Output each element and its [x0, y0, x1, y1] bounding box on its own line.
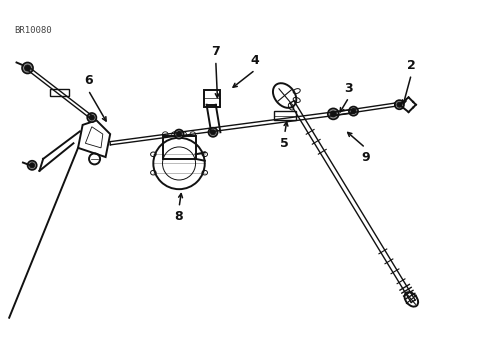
- Circle shape: [351, 109, 356, 114]
- Circle shape: [24, 65, 30, 71]
- Circle shape: [397, 102, 402, 107]
- Circle shape: [176, 131, 182, 136]
- Text: 7: 7: [211, 45, 220, 58]
- Circle shape: [328, 108, 339, 120]
- Circle shape: [349, 107, 358, 116]
- Text: 9: 9: [361, 150, 370, 163]
- Text: 2: 2: [407, 59, 416, 72]
- Circle shape: [330, 111, 336, 117]
- Circle shape: [27, 161, 37, 170]
- Circle shape: [22, 63, 33, 73]
- Circle shape: [211, 130, 216, 135]
- Text: 6: 6: [84, 75, 93, 87]
- Circle shape: [29, 163, 35, 168]
- Circle shape: [174, 130, 184, 139]
- Text: 4: 4: [251, 54, 260, 67]
- Text: 5: 5: [280, 137, 289, 150]
- Text: BR10080: BR10080: [14, 26, 51, 35]
- Circle shape: [87, 113, 97, 122]
- Circle shape: [208, 128, 218, 137]
- Text: 3: 3: [344, 82, 353, 95]
- Text: 8: 8: [175, 210, 183, 223]
- Circle shape: [89, 115, 95, 120]
- Circle shape: [395, 100, 404, 109]
